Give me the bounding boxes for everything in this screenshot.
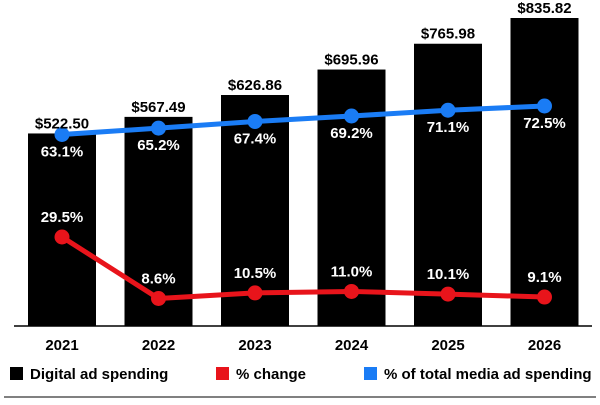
change-label-2026: 9.1% — [527, 269, 561, 286]
change-label-2021: 29.5% — [41, 209, 84, 226]
share-point-2022 — [151, 120, 166, 136]
change-point-2021 — [54, 229, 70, 245]
change-line — [59, 234, 547, 301]
bar-value-label-2024: $695.96 — [324, 52, 378, 69]
share-point-2025 — [440, 102, 456, 118]
share-label-2022: 65.2% — [137, 137, 180, 154]
legend-pct-change-swatch — [216, 367, 229, 380]
bar-value-label-2021: $522.50 — [35, 115, 89, 132]
legend-pct-total-media-label: % of total media ad spending — [384, 366, 592, 383]
change-point-2024 — [344, 283, 359, 299]
share-label-2025: 71.1% — [427, 119, 470, 136]
share-label-2021: 63.1% — [41, 144, 84, 161]
legend-digital-ad-spending-swatch — [10, 367, 23, 380]
labels-layer: $522.50 2021 $567.49 2022 $626.86 2023 $695.96… — [35, 0, 572, 354]
share-label-2026: 72.5% — [523, 115, 566, 132]
bar-2026 — [510, 18, 579, 326]
bar-value-label-2022: $567.49 — [131, 99, 185, 116]
change-label-2022: 8.6% — [141, 271, 175, 288]
x-tick-label-2021: 2021 — [45, 337, 78, 354]
share-point-2021 — [54, 127, 70, 142]
share-label-2023: 67.4% — [234, 130, 277, 147]
x-tick-label-2022: 2022 — [142, 337, 175, 354]
x-tick-label-2023: 2023 — [238, 337, 271, 354]
bar-value-label-2025: $765.98 — [421, 26, 475, 43]
change-label-2025: 10.1% — [427, 266, 470, 283]
change-label-2023: 10.5% — [234, 265, 277, 282]
share-line — [59, 103, 547, 137]
change-point-2023 — [247, 285, 263, 301]
bar-value-label-2023: $626.86 — [228, 77, 282, 94]
change-label-2024: 11.0% — [331, 263, 373, 280]
change-point-2022 — [151, 291, 166, 306]
share-point-2023 — [247, 113, 263, 129]
change-point-2025 — [440, 286, 456, 302]
change-point-2026 — [537, 289, 552, 305]
legend-pct-total-media-swatch — [364, 367, 377, 380]
x-tick-label-2026: 2026 — [528, 337, 561, 354]
x-tick-label-2024: 2024 — [335, 337, 369, 354]
share-label-2024: 69.2% — [330, 125, 373, 142]
bars-layer — [28, 18, 579, 327]
share-point-2024 — [344, 108, 359, 124]
x-tick-label-2025: 2025 — [431, 337, 464, 354]
legend: Digital ad spending % change % of total me… — [10, 366, 592, 383]
lines-layer — [54, 98, 552, 306]
share-point-2026 — [537, 98, 552, 114]
legend-pct-change-label: % change — [236, 366, 306, 383]
bar-2025 — [414, 43, 482, 326]
bar-value-label-2026: $835.82 — [517, 0, 571, 17]
legend-digital-ad-spending-label: Digital ad spending — [30, 366, 168, 383]
